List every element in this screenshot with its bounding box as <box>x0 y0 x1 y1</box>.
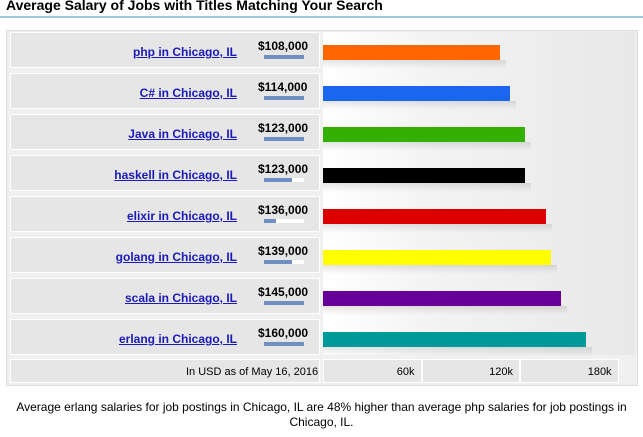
category-link[interactable]: haskell in Chicago, IL <box>114 168 237 182</box>
salary-bar <box>323 86 511 101</box>
bar-shadow <box>323 142 531 151</box>
salary-bar <box>323 127 525 142</box>
category-row: golang in Chicago, IL $139,000 <box>10 237 320 273</box>
bar-plot-area <box>323 32 635 356</box>
mini-bar-fill <box>264 342 304 346</box>
mini-bar-track <box>264 260 304 264</box>
salary-label: $145,000 <box>258 285 309 299</box>
salary-bar <box>323 168 525 183</box>
mini-bar-fill <box>264 178 292 182</box>
mini-bar-track <box>264 178 304 182</box>
comparison-summary: Average erlang salaries for job postings… <box>16 400 627 429</box>
category-row: Java in Chicago, IL $123,000 <box>10 114 320 150</box>
x-tick-cell: 120k <box>421 359 521 383</box>
salary-bar <box>323 45 501 60</box>
bar-shadow <box>323 101 517 110</box>
x-tick-cell: 180k <box>520 359 619 383</box>
mini-bar-track <box>264 55 304 59</box>
mini-bar-fill <box>264 301 304 305</box>
salary-label: $136,000 <box>258 203 309 217</box>
mini-bar-track <box>264 96 304 100</box>
salary-bar <box>323 209 547 224</box>
salary-bar <box>323 250 552 265</box>
mini-bar-track <box>264 137 304 141</box>
chart-title: Average Salary of Jobs with Titles Match… <box>6 0 383 13</box>
category-link[interactable]: Java in Chicago, IL <box>128 127 237 141</box>
category-row: php in Chicago, IL $108,000 <box>10 32 320 68</box>
bar-shadow <box>323 60 507 69</box>
category-link[interactable]: elixir in Chicago, IL <box>126 209 237 223</box>
category-row: scala in Chicago, IL $145,000 <box>10 278 320 314</box>
bar-shadow <box>323 347 592 356</box>
footer-note-cell: In USD as of May 16, 2016 <box>10 359 320 383</box>
bar-shadow <box>323 306 568 315</box>
category-link[interactable]: C# in Chicago, IL <box>139 86 237 100</box>
salary-bar <box>323 332 586 347</box>
category-link[interactable]: scala in Chicago, IL <box>124 291 237 305</box>
x-tick-label: 60k <box>396 366 415 378</box>
category-row: C# in Chicago, IL $114,000 <box>10 73 320 109</box>
salary-label: $160,000 <box>258 326 309 340</box>
title-divider <box>0 16 643 18</box>
category-row: elixir in Chicago, IL $136,000 <box>10 196 320 232</box>
mini-bar-track <box>264 301 304 305</box>
salary-label: $123,000 <box>258 121 309 135</box>
x-tick-cell: 60k <box>323 359 422 383</box>
mini-bar-fill <box>264 96 304 100</box>
salary-label: $108,000 <box>258 39 309 53</box>
category-link[interactable]: erlang in Chicago, IL <box>118 332 237 346</box>
salary-label: $114,000 <box>258 80 308 94</box>
category-link[interactable]: php in Chicago, IL <box>133 45 237 59</box>
salary-bar <box>323 291 562 306</box>
bar-shadow <box>323 224 553 233</box>
category-row: haskell in Chicago, IL $123,000 <box>10 155 320 191</box>
mini-bar-fill <box>264 137 304 141</box>
footer-note: In USD as of May 16, 2016 <box>186 366 319 378</box>
bar-shadow <box>323 265 558 274</box>
mini-bar-track <box>264 342 304 346</box>
mini-bar-fill <box>264 260 292 264</box>
mini-bar-fill <box>264 55 304 59</box>
category-link[interactable]: golang in Chicago, IL <box>115 250 237 264</box>
category-row: erlang in Chicago, IL $160,000 <box>10 319 320 355</box>
x-tick-label: 180k <box>587 366 612 378</box>
x-tick-label: 120k <box>489 366 514 378</box>
mini-bar-track <box>264 219 304 223</box>
salary-label: $123,000 <box>258 162 309 176</box>
mini-bar-fill <box>264 219 276 223</box>
bar-shadow <box>323 183 531 192</box>
salary-label: $139,000 <box>258 244 309 258</box>
